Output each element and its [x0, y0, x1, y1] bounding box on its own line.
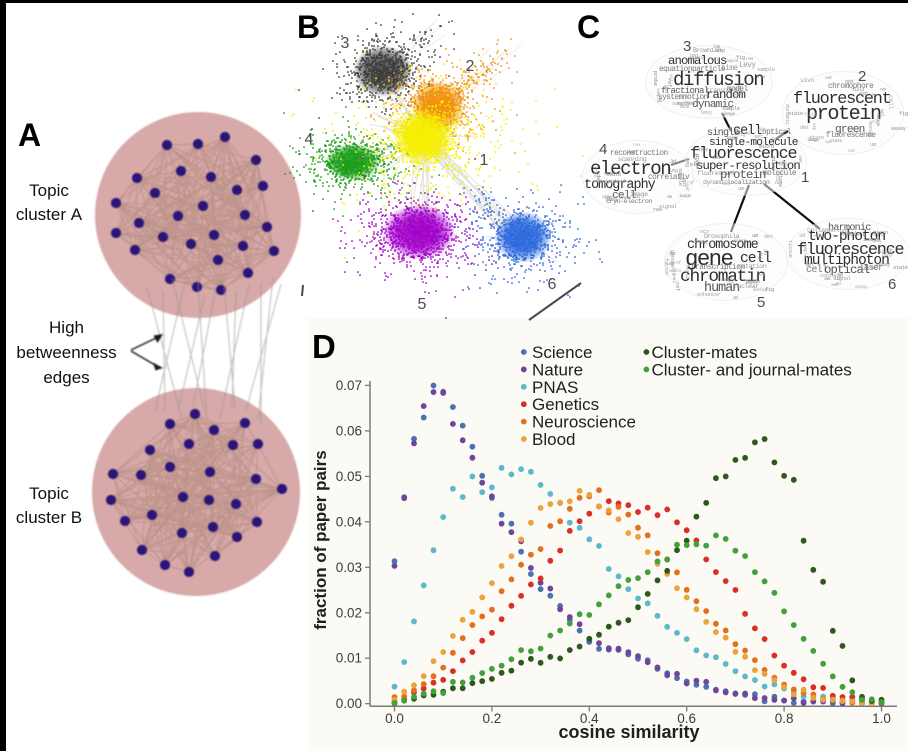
svg-text:0.04: 0.04 [336, 514, 363, 529]
svg-text:1.0: 1.0 [872, 711, 891, 726]
svg-text:0.06: 0.06 [336, 423, 362, 438]
svg-text:0.05: 0.05 [336, 469, 362, 484]
svg-text:Cluster- and journal-mates: Cluster- and journal-mates [652, 360, 852, 379]
svg-text:Neuroscience: Neuroscience [532, 413, 636, 432]
svg-text:0.00: 0.00 [336, 696, 362, 711]
svg-text:2: 2 [466, 58, 475, 75]
svg-text:0.01: 0.01 [336, 651, 362, 666]
svg-text:5: 5 [418, 296, 427, 313]
svg-text:0.0: 0.0 [385, 711, 404, 726]
svg-text:0.2: 0.2 [483, 711, 502, 726]
svg-text:cosine similarity: cosine similarity [558, 722, 699, 742]
svg-text:Cluster-mates: Cluster-mates [652, 343, 758, 362]
svg-text:0.8: 0.8 [775, 711, 794, 726]
svg-text:0.02: 0.02 [336, 605, 362, 620]
svg-text:0.07: 0.07 [336, 378, 362, 393]
svg-text:fraction of paper pairs: fraction of paper pairs [311, 450, 330, 629]
svg-text:PNAS: PNAS [532, 378, 578, 397]
svg-text:0.4: 0.4 [580, 711, 599, 726]
svg-text:Blood: Blood [532, 430, 575, 449]
svg-text:1: 1 [480, 152, 489, 169]
svg-text:0.6: 0.6 [677, 711, 696, 726]
svg-text:Science: Science [532, 343, 592, 362]
svg-text:3: 3 [341, 35, 350, 52]
svg-text:4: 4 [305, 131, 314, 148]
svg-text:6: 6 [548, 276, 557, 293]
svg-text:0.03: 0.03 [336, 560, 362, 575]
svg-text:Genetics: Genetics [532, 395, 599, 414]
svg-text:Nature: Nature [532, 360, 583, 379]
